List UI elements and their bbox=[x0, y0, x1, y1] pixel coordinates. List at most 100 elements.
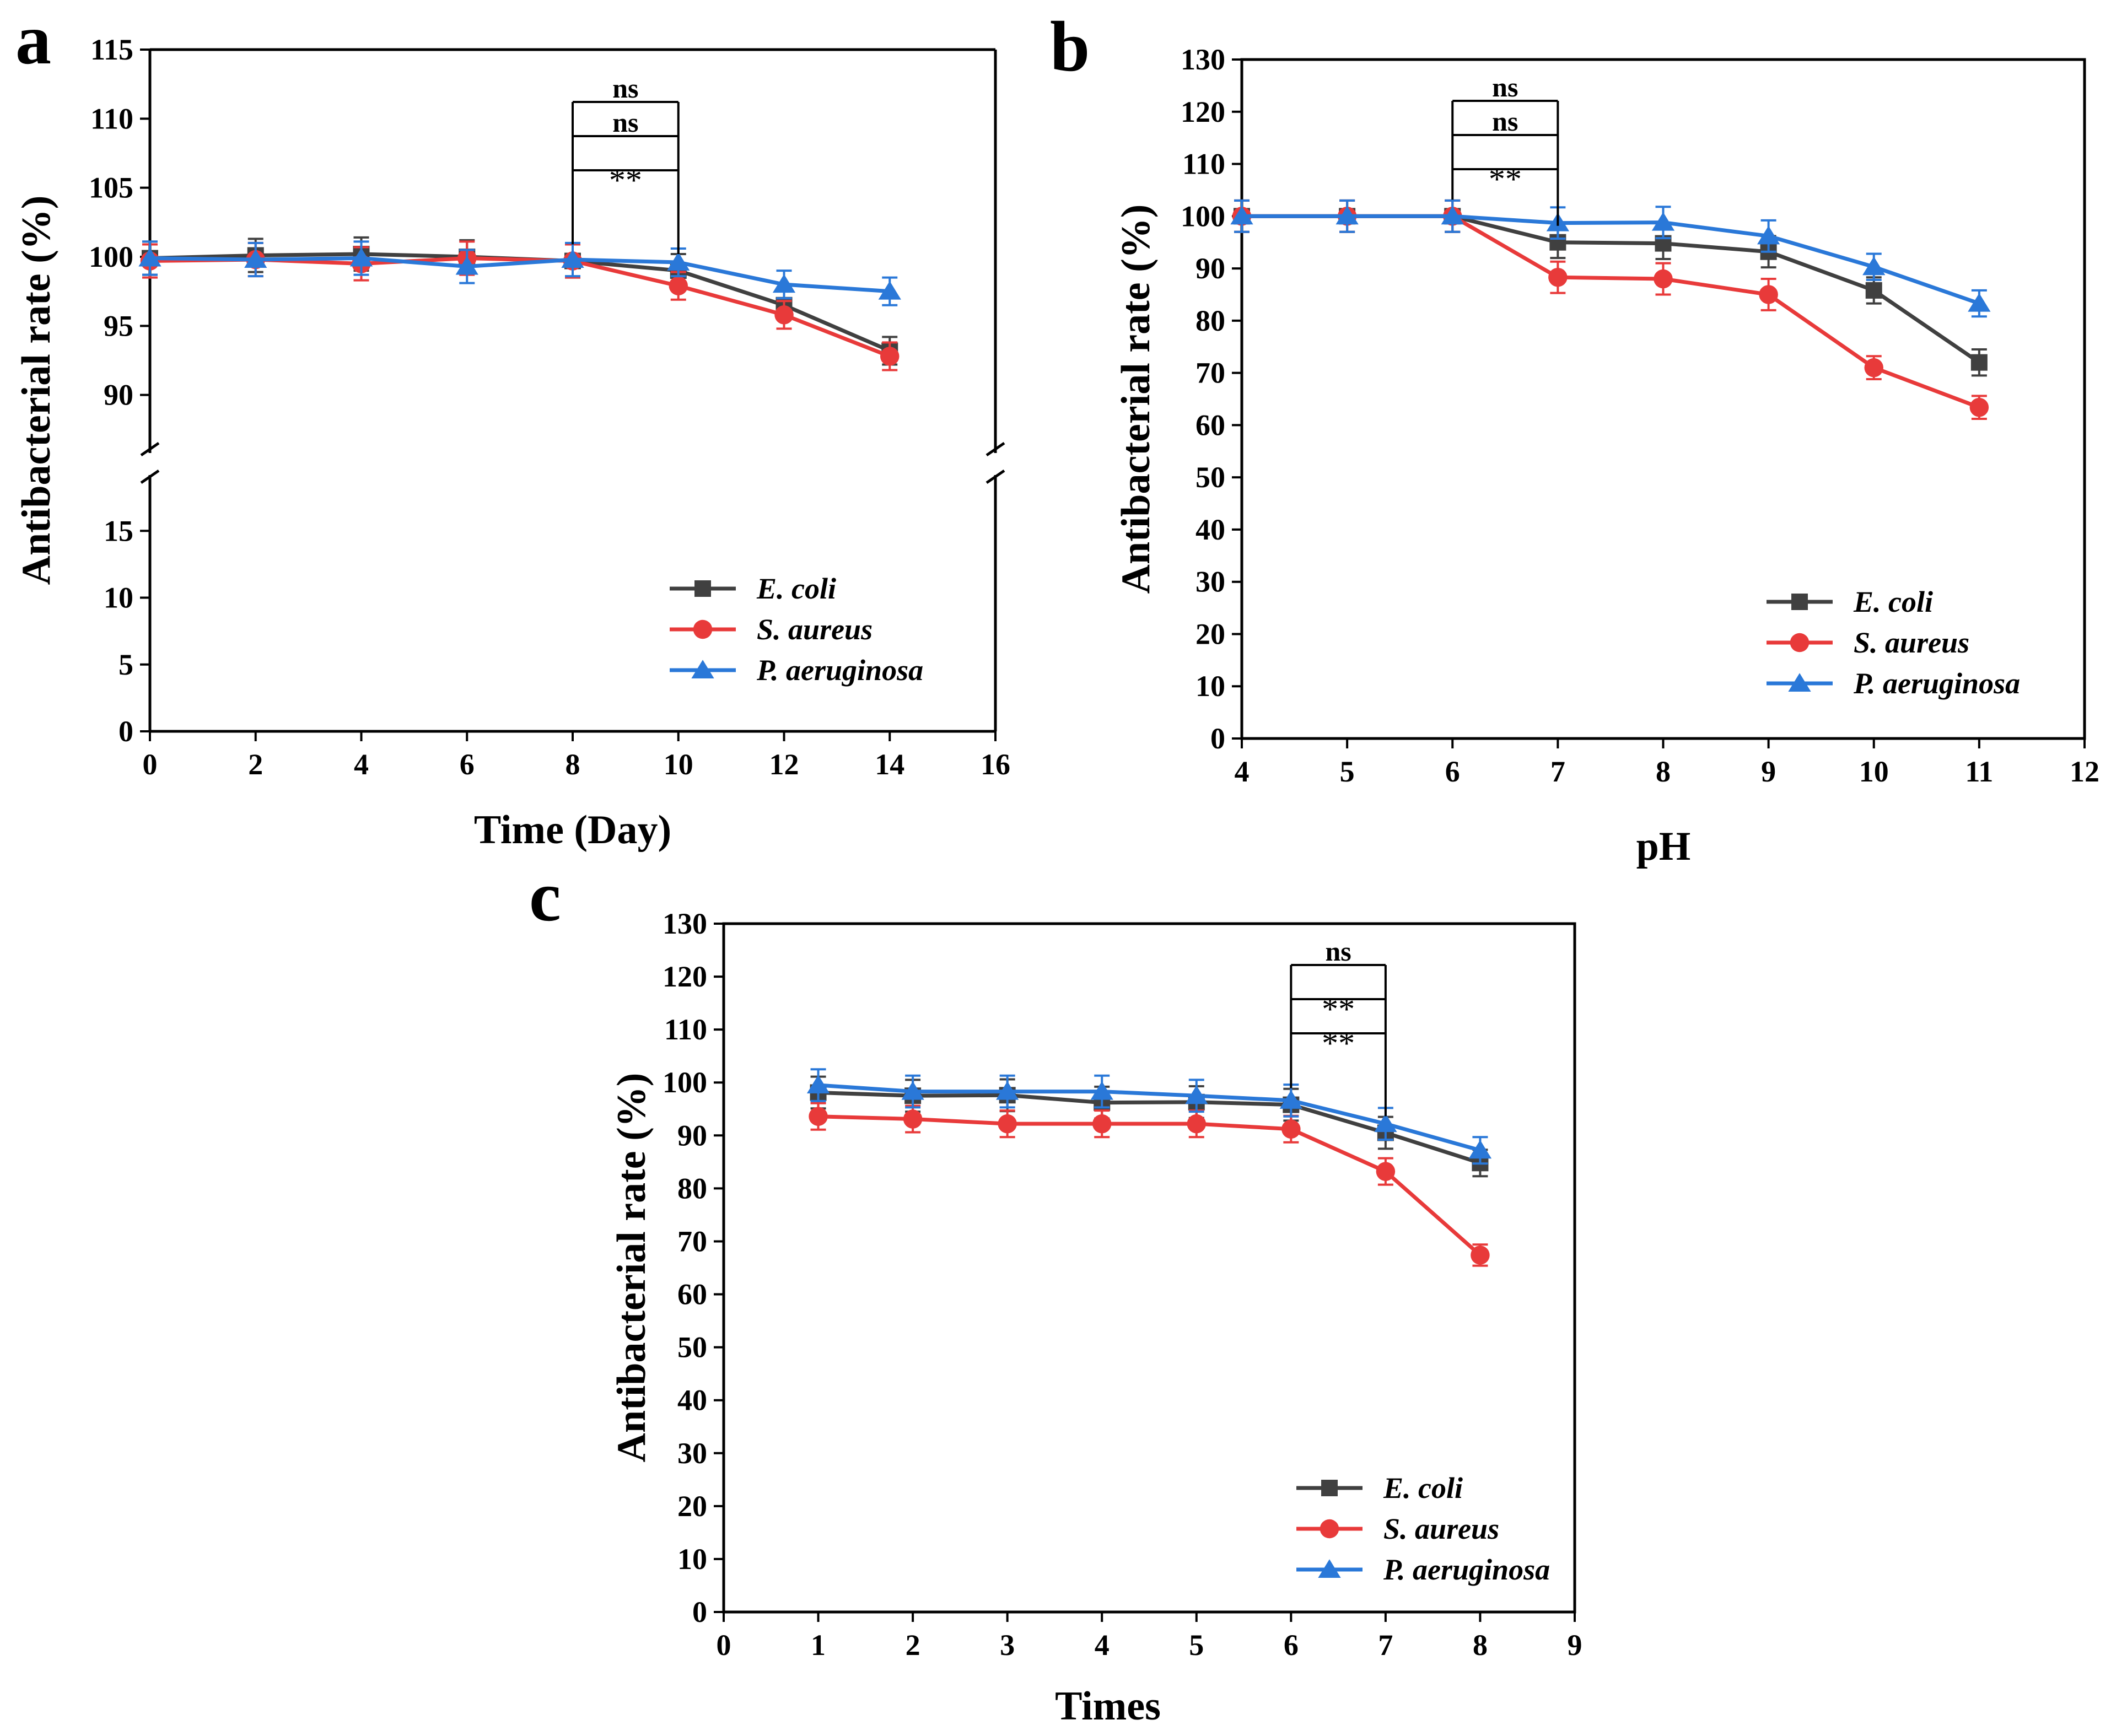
legend: E. coli S. aureus P. aeruginosa bbox=[670, 572, 923, 687]
y-tick-label: 15 bbox=[104, 514, 133, 547]
y-axis-title: Antibacterial rate (%) bbox=[609, 1073, 654, 1463]
data-point bbox=[1090, 1081, 1113, 1100]
legend-marker bbox=[1321, 1480, 1338, 1496]
legend-marker bbox=[1790, 633, 1810, 653]
data-point bbox=[774, 305, 794, 325]
x-tick-label: 12 bbox=[769, 748, 799, 781]
data-point bbox=[1968, 293, 1991, 312]
x-tick-label: 2 bbox=[248, 748, 263, 781]
data-point bbox=[1865, 282, 1882, 299]
x-tick-label: 5 bbox=[1340, 755, 1355, 788]
significance-label: ns bbox=[1492, 106, 1518, 137]
data-point bbox=[1548, 267, 1568, 287]
y-tick-label: 10 bbox=[104, 581, 133, 614]
y-tick-label: 100 bbox=[663, 1066, 707, 1099]
data-point bbox=[138, 247, 161, 267]
data-point bbox=[1230, 206, 1253, 225]
y-tick-label: 20 bbox=[677, 1490, 707, 1523]
series-line bbox=[818, 1083, 1481, 1152]
data-point bbox=[1185, 1085, 1208, 1104]
legend-label: P. aeruginosa bbox=[1853, 667, 2020, 700]
y-tick-label: 120 bbox=[663, 960, 707, 993]
legend-label: E. coli bbox=[1853, 585, 1933, 618]
series-line bbox=[818, 1114, 1482, 1257]
data-point bbox=[667, 252, 690, 271]
y-tick-label: 10 bbox=[1195, 670, 1225, 703]
legend-marker bbox=[1318, 1559, 1341, 1578]
x-tick-label: 14 bbox=[875, 748, 904, 781]
y-axis-title: Antibacterial rate (%) bbox=[1113, 204, 1159, 594]
legend-marker bbox=[694, 580, 711, 597]
legend: E. coli S. aureus P. aeruginosa bbox=[1767, 585, 2020, 700]
data-point bbox=[1279, 1090, 1302, 1109]
data-point bbox=[1281, 1119, 1301, 1139]
panel-c: c0 1 2 3 4 5 6 7 8 901020304050607080901001101201… bbox=[529, 857, 1582, 1729]
x-axis-title: pH bbox=[1636, 824, 1691, 869]
series-line bbox=[818, 1090, 1481, 1165]
y-tick-label: 40 bbox=[677, 1384, 707, 1417]
y-tick-label: 60 bbox=[1195, 408, 1225, 441]
significance-label: ** bbox=[1322, 1025, 1355, 1061]
plot-frame bbox=[140, 48, 1005, 733]
series-p-aeruginosa bbox=[806, 1068, 1492, 1165]
significance-brackets: ns **** bbox=[1290, 936, 1387, 1117]
data-point bbox=[1376, 1162, 1396, 1181]
y-tick-label: 130 bbox=[663, 907, 707, 940]
x-tick-label: 4 bbox=[1235, 755, 1250, 788]
x-axis-title: Times bbox=[1055, 1684, 1161, 1729]
x-tick-label: 2 bbox=[906, 1629, 920, 1662]
data-point bbox=[349, 247, 373, 267]
plot-area bbox=[722, 922, 1576, 1614]
data-point bbox=[806, 1075, 830, 1094]
data-point bbox=[903, 1109, 923, 1129]
x-tick-label: 5 bbox=[1189, 1629, 1204, 1662]
data-point bbox=[772, 274, 796, 293]
x-tick-label: 6 bbox=[1284, 1629, 1299, 1662]
data-point bbox=[561, 249, 584, 268]
data-point bbox=[455, 256, 478, 275]
x-tick-label: 1 bbox=[811, 1629, 826, 1662]
y-tick-label: 50 bbox=[1195, 461, 1225, 494]
data-point bbox=[901, 1081, 924, 1100]
significance-label: ** bbox=[609, 162, 642, 198]
panel-letter: a bbox=[15, 0, 51, 79]
y-tick-label: 20 bbox=[1195, 617, 1225, 650]
data-point bbox=[1187, 1114, 1207, 1134]
legend-label: S. aureus bbox=[1383, 1512, 1499, 1545]
data-point bbox=[669, 276, 688, 295]
data-point bbox=[1468, 1140, 1492, 1159]
y-tick-label: 40 bbox=[1195, 513, 1225, 546]
x-tick-label: 8 bbox=[566, 748, 580, 781]
plot-frame bbox=[722, 922, 1576, 1614]
legend-label: P. aeruginosa bbox=[756, 654, 923, 687]
legend-label: S. aureus bbox=[757, 613, 873, 646]
y-axis-title: Antibacterial rate (%) bbox=[14, 196, 59, 585]
y-tick-label: 5 bbox=[119, 648, 133, 681]
data-point bbox=[1757, 225, 1780, 245]
y-tick-label: 30 bbox=[677, 1437, 707, 1470]
series-s-aureus bbox=[809, 1102, 1490, 1267]
data-point bbox=[244, 249, 267, 268]
y-tick-label: 60 bbox=[677, 1278, 707, 1311]
y-tick-label: 110 bbox=[90, 102, 133, 135]
legend: E. coli S. aureus P. aeruginosa bbox=[1296, 1471, 1550, 1586]
data-point bbox=[1759, 285, 1778, 304]
y-tick-label: 130 bbox=[1181, 43, 1225, 76]
y-tick-label: 115 bbox=[90, 33, 133, 66]
y-tick-label: 80 bbox=[677, 1172, 707, 1205]
x-tick-label: 9 bbox=[1761, 755, 1776, 788]
panel-b: b4 5 6 7 8 9 10 11 12010203040506070809010011012… bbox=[1050, 7, 2099, 869]
significance-label: ns bbox=[1492, 72, 1518, 103]
x-tick-label: 12 bbox=[2070, 755, 2099, 788]
y-tick-label: 0 bbox=[1210, 722, 1225, 755]
x-tick-label: 6 bbox=[460, 748, 475, 781]
data-point bbox=[809, 1107, 828, 1126]
data-point bbox=[996, 1081, 1019, 1100]
x-tick-label: 7 bbox=[1378, 1629, 1393, 1662]
data-point bbox=[1651, 212, 1675, 231]
x-tick-label: 3 bbox=[1000, 1629, 1015, 1662]
panel-a: a 0 2 4 6 8 10 12 14 16 0 5 10 15 90 95 100 105 110 115 Time… bbox=[14, 0, 1010, 853]
x-tick-label: 8 bbox=[1656, 755, 1671, 788]
y-tick-label: 90 bbox=[677, 1119, 707, 1152]
